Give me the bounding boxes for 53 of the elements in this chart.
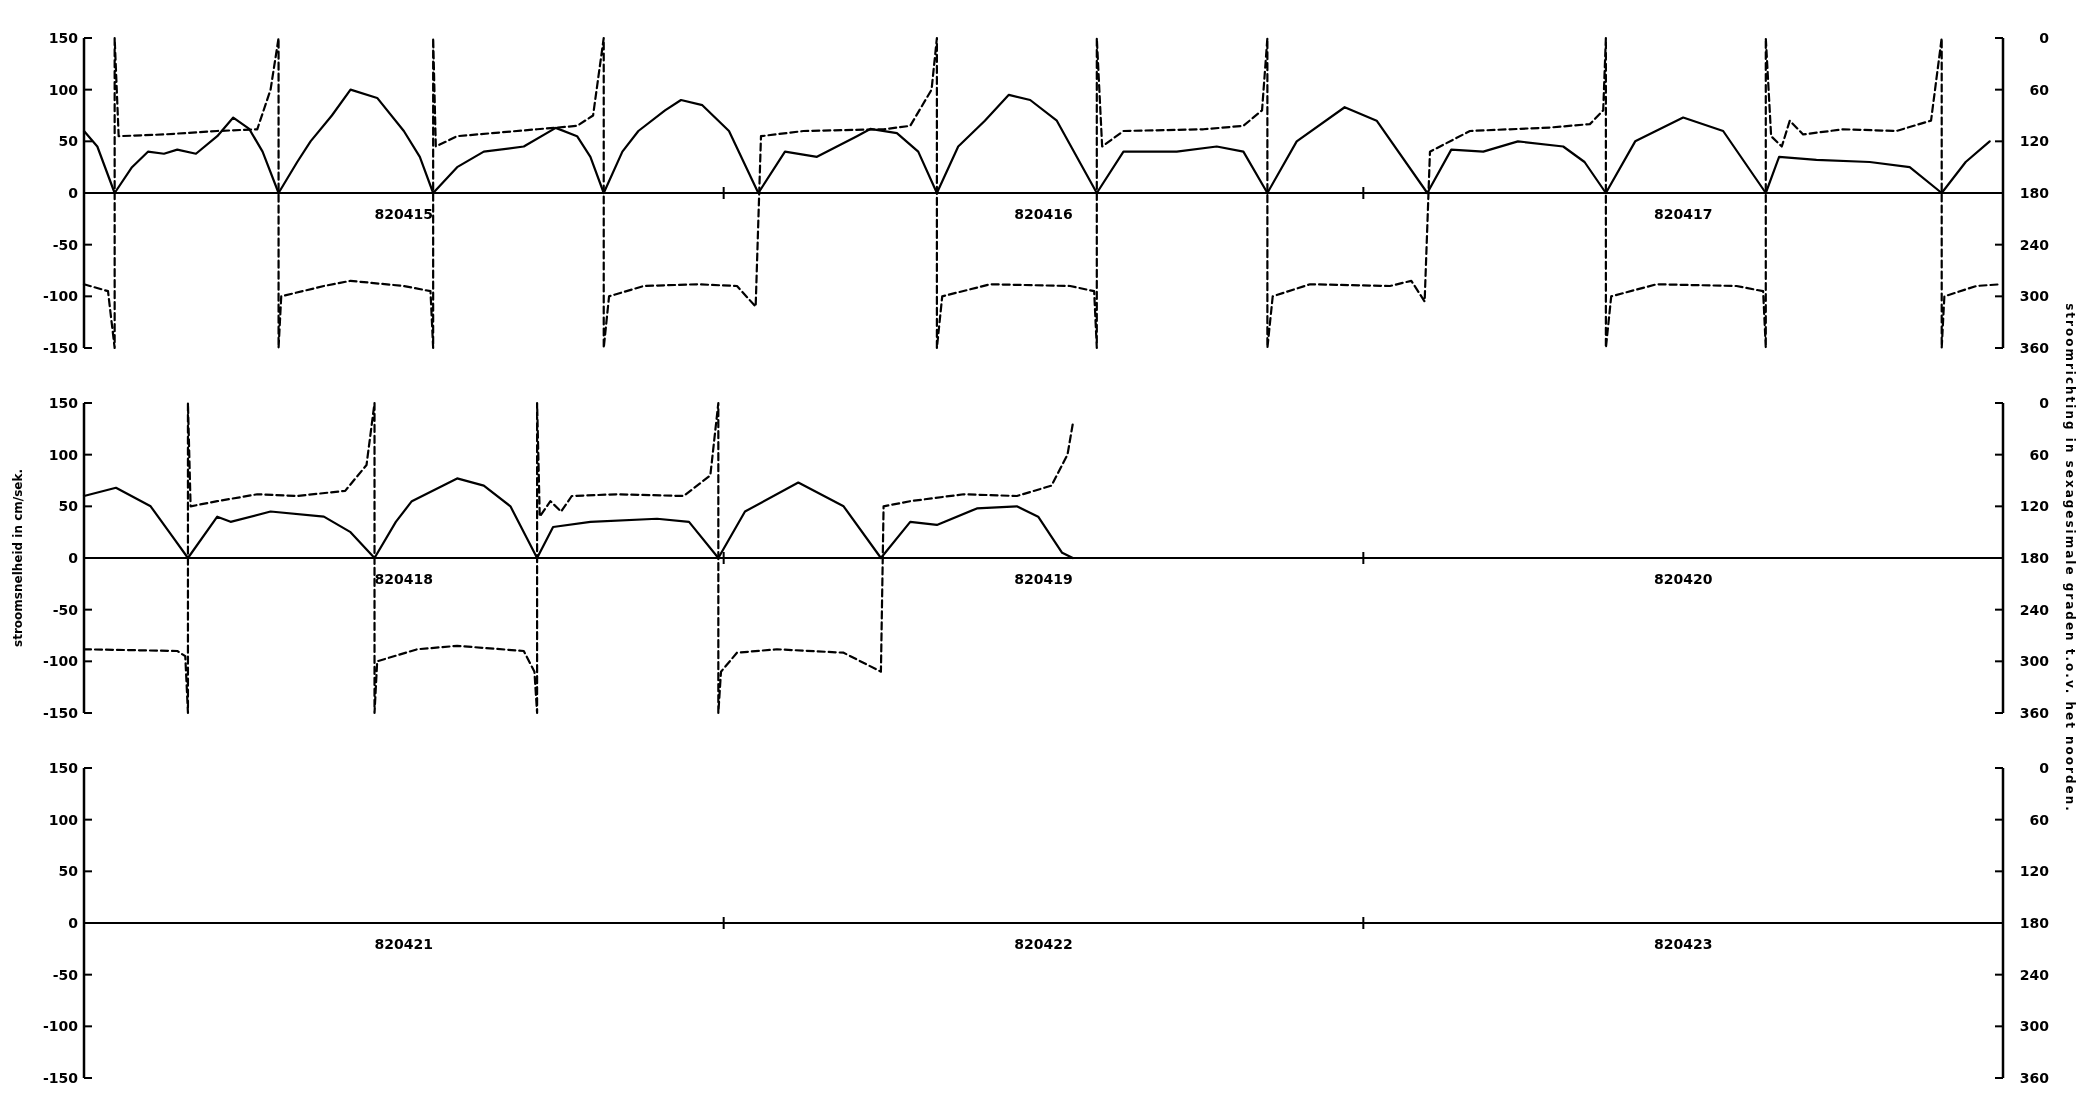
y-tick-label: 0 — [68, 549, 79, 566]
y-tick-label: 50 — [58, 498, 79, 515]
y2-axis-title: stroomrichting in sexagesimale graden t.o.v. het noorden. — [2063, 303, 2077, 813]
y-axis-title: stroomsnelheid in cm/sek. — [11, 469, 25, 647]
y2-tick-label: 300 — [2019, 1018, 2050, 1035]
y-tick-label: 50 — [58, 133, 79, 150]
x-tick-label: 820419 — [1014, 571, 1073, 587]
y2-tick-label: 240 — [2019, 966, 2050, 983]
y2-tick-label: 180 — [2019, 184, 2050, 201]
y-tick-label: -150 — [42, 339, 79, 356]
y2-tick-label: 360 — [2019, 1069, 2050, 1086]
y2-tick-label: 240 — [2019, 236, 2050, 253]
x-tick-label: 820420 — [1653, 571, 1713, 587]
y-tick-label: -100 — [42, 1018, 79, 1035]
y-tick-label: 150 — [48, 29, 79, 46]
x-tick-label: 820415 — [374, 206, 434, 222]
y-tick-label: -150 — [42, 704, 79, 721]
y2-tick-label: 0 — [2039, 759, 2050, 776]
y2-tick-label: 120 — [2019, 498, 2050, 515]
y2-tick-label: 240 — [2019, 601, 2050, 618]
y-tick-label: -100 — [42, 653, 79, 670]
y2-tick-label: 180 — [2019, 914, 2050, 931]
y-tick-label: 150 — [48, 759, 79, 776]
y-tick-label: 0 — [68, 914, 79, 931]
y-tick-label: 150 — [48, 394, 79, 411]
y2-tick-label: 60 — [2029, 811, 2050, 828]
y-tick-label: 50 — [58, 863, 79, 880]
x-tick-label: 820421 — [374, 936, 434, 952]
y2-tick-label: 180 — [2019, 549, 2050, 566]
y2-tick-label: 120 — [2019, 133, 2050, 150]
x-tick-label: 820417 — [1653, 206, 1713, 222]
y-tick-label: 100 — [48, 446, 79, 463]
y2-tick-label: 60 — [2029, 446, 2050, 463]
y-tick-label: -150 — [42, 1069, 79, 1086]
y-tick-label: -50 — [52, 236, 79, 253]
y-tick-label: -50 — [52, 966, 79, 983]
y2-tick-label: 300 — [2019, 288, 2050, 305]
y-tick-label: 0 — [68, 184, 79, 201]
y2-tick-label: 360 — [2019, 704, 2050, 721]
y2-tick-label: 60 — [2029, 81, 2050, 98]
y-tick-label: 100 — [48, 81, 79, 98]
y2-tick-label: 0 — [2039, 29, 2050, 46]
y-tick-label: -50 — [52, 601, 79, 618]
x-tick-label: 820422 — [1014, 936, 1073, 952]
y2-tick-label: 0 — [2039, 394, 2050, 411]
y-tick-label: 100 — [48, 811, 79, 828]
x-tick-label: 820418 — [374, 571, 434, 587]
y2-tick-label: 300 — [2019, 653, 2050, 670]
x-tick-label: 820416 — [1014, 206, 1073, 222]
x-tick-label: 820423 — [1653, 936, 1713, 952]
y2-tick-label: 360 — [2019, 339, 2050, 356]
y-tick-label: -100 — [42, 288, 79, 305]
y2-tick-label: 120 — [2019, 863, 2050, 880]
